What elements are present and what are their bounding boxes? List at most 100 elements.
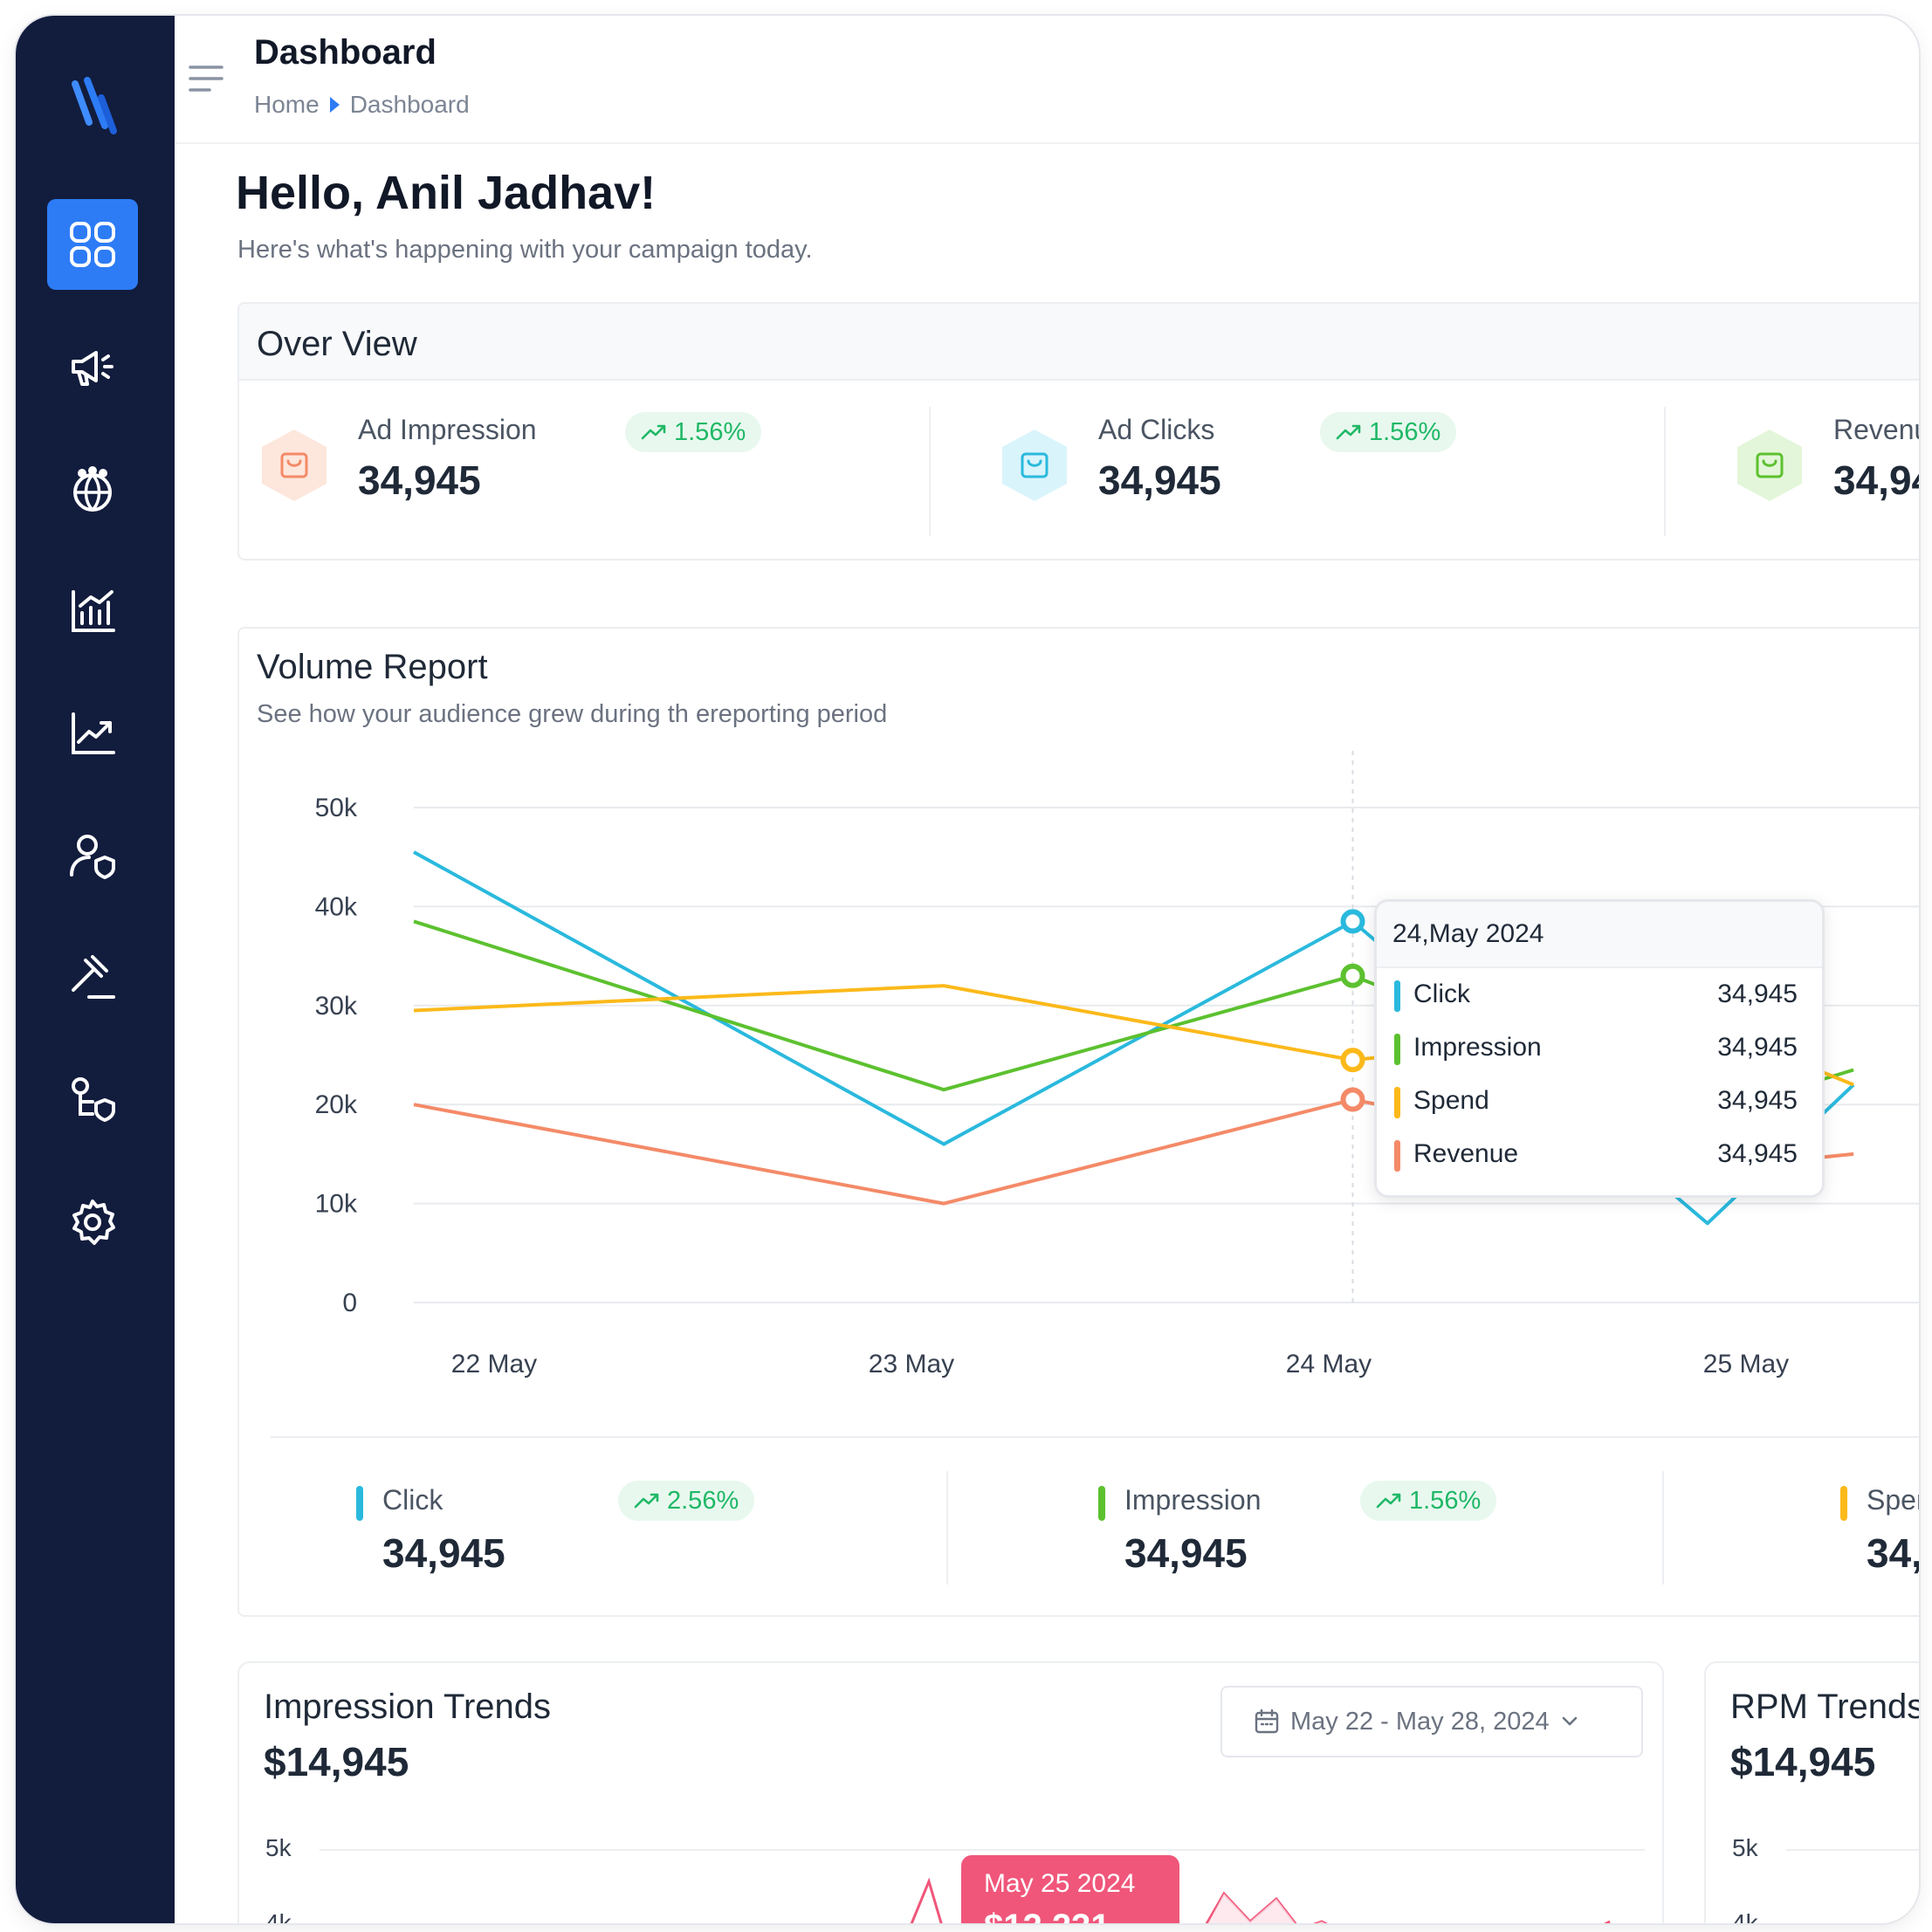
impression-trends-chart	[320, 1849, 1645, 1923]
series-swatch	[1840, 1486, 1847, 1521]
stat-value: 34,945	[1098, 457, 1221, 503]
impression-trends-title: Impression Trends	[264, 1688, 552, 1726]
workflow-icon	[72, 1077, 115, 1122]
legend-value: 34,945	[1867, 1530, 1919, 1576]
series-swatch	[1394, 1087, 1400, 1118]
rpm-trends-value: $14,945	[1730, 1739, 1876, 1784]
tooltip-row-spend: Spend 34,945	[1377, 1075, 1822, 1128]
impression-trends-card: Impression Trends $14,945 May 22 - May 2…	[237, 1661, 1664, 1923]
y-tick-label: 0	[342, 1289, 357, 1317]
nav-audience[interactable]	[47, 443, 138, 534]
tooltip-series-value: 34,945	[1717, 1086, 1798, 1115]
change-value: 1.56%	[1369, 417, 1441, 446]
divider	[1662, 1471, 1664, 1585]
nav-dashboard[interactable]	[47, 199, 138, 290]
change-badge: 1.56%	[1320, 412, 1457, 452]
shopping-bag-icon	[1737, 430, 1802, 501]
y-tick-label: 5k	[265, 1834, 292, 1861]
rpm-trends-chart	[1786, 1849, 1919, 1851]
point-marker-spend[interactable]	[1340, 1048, 1365, 1073]
point-marker-impression[interactable]	[1340, 963, 1365, 988]
menu-hamburger-icon[interactable]	[189, 64, 223, 93]
breadcrumb-separator-icon	[329, 97, 340, 113]
series-swatch	[1394, 1034, 1400, 1065]
legend-label: Click	[382, 1484, 443, 1516]
nav-campaigns[interactable]	[47, 321, 138, 412]
legend-value: 34,945	[1124, 1530, 1248, 1576]
series-swatch	[1394, 980, 1400, 1012]
nav-reports[interactable]	[47, 566, 138, 657]
date-range-picker[interactable]: May 22 - May 28, 2024	[1220, 1686, 1643, 1757]
tooltip-series-name: Spend	[1413, 1086, 1489, 1115]
tooltip-series-value: 34,945	[1717, 980, 1798, 1008]
divider	[946, 1471, 948, 1585]
x-tick-label: 23 May	[869, 1350, 954, 1379]
change-value: 1.56%	[674, 417, 746, 446]
megaphone-icon	[72, 351, 113, 386]
change-badge: 2.56%	[618, 1481, 755, 1521]
greeting-title: Hello, Anil Jadhav!	[236, 167, 657, 219]
nav-analytics[interactable]	[47, 688, 138, 779]
tooltip-series-value: 34,945	[1717, 1033, 1798, 1062]
stat-value: 34,945	[358, 457, 481, 503]
y-tick-label: 30k	[315, 992, 358, 1021]
stat-label: Ad Clicks	[1098, 414, 1215, 445]
auction-gavel-icon	[72, 955, 115, 999]
point-marker-click[interactable]	[1340, 909, 1365, 934]
overview-card: Over View Ad Impression 34,945 1.56%	[237, 302, 1919, 560]
series-swatch	[1394, 1140, 1400, 1172]
date-range-text: May 22 - May 28, 2024	[1290, 1707, 1550, 1736]
stat-label: Revenue	[1833, 414, 1919, 445]
bar-chart-icon	[72, 590, 115, 632]
divider	[271, 1436, 1919, 1438]
x-tick-label: 22 May	[451, 1350, 537, 1379]
tooltip-row-click: Click 34,945	[1377, 968, 1822, 1021]
change-value: 1.56%	[1409, 1486, 1482, 1515]
tooltip-series-name: Impression	[1413, 1033, 1542, 1062]
audience-globe-icon	[73, 466, 112, 512]
y-tick-label: 4k	[1732, 1909, 1758, 1923]
brand-logo-icon	[72, 77, 117, 134]
trend-tooltip-date: May 25 2024	[984, 1869, 1136, 1898]
volume-report-title: Volume Report	[257, 648, 488, 686]
breadcrumb-current: Dashboard	[349, 91, 470, 118]
trend-area-line	[910, 1877, 1611, 1923]
divider	[1664, 407, 1666, 536]
tooltip-series-value: 34,945	[1717, 1139, 1798, 1168]
breadcrumb-home[interactable]: Home	[254, 91, 320, 118]
change-badge: 1.56%	[625, 412, 762, 452]
trend-area-fill	[1207, 1894, 1325, 1923]
nav-workflows[interactable]	[47, 1055, 138, 1145]
stat-ad-impression: Ad Impression 34,945 1.56%	[257, 409, 780, 531]
point-marker-revenue[interactable]	[1340, 1087, 1365, 1112]
legend-impression: Impression 34,945 1.56%	[1098, 1475, 1587, 1589]
legend-spend: Spend 34,945	[1840, 1475, 1919, 1589]
overview-header: Over View	[239, 304, 1919, 381]
calendar-icon	[1255, 1709, 1279, 1734]
settings-gear-icon	[72, 1200, 115, 1245]
trend-up-icon	[641, 424, 666, 440]
divider	[929, 407, 931, 536]
nav-settings[interactable]	[47, 1177, 138, 1268]
rpm-trends-card: RPM Trends $14,945 5k 4k	[1704, 1661, 1919, 1923]
tooltip-row-revenue: Revenue 34,945	[1377, 1128, 1822, 1181]
rpm-trends-title: RPM Trends	[1730, 1688, 1919, 1726]
nav-auctions[interactable]	[47, 932, 138, 1023]
app-window: Dashboard Home Dashboard Hello, Anil Jad…	[16, 16, 1919, 1923]
page-title: Dashboard	[254, 33, 437, 72]
legend-label: Impression	[1124, 1484, 1262, 1516]
overview-title: Over View	[257, 325, 417, 363]
greeting-subtitle: Here's what's happening with your campai…	[237, 236, 813, 264]
stat-value: 34,945	[1833, 457, 1919, 503]
trend-up-icon	[1336, 424, 1361, 440]
nav-users[interactable]	[47, 810, 138, 901]
breadcrumb: Home Dashboard	[254, 91, 470, 119]
volume-report-card: Volume Report See how your audience grew…	[237, 627, 1919, 1617]
user-shield-icon	[70, 835, 115, 879]
y-tick-label: 4k	[265, 1909, 292, 1923]
x-tick-label: 25 May	[1703, 1350, 1789, 1379]
tooltip-date: 24,May 2024	[1377, 902, 1822, 968]
legend-click: Click 34,945 2.56%	[356, 1475, 845, 1589]
trend-tooltip-value: $12,231	[984, 1908, 1110, 1923]
x-tick-label: 24 May	[1286, 1350, 1372, 1379]
